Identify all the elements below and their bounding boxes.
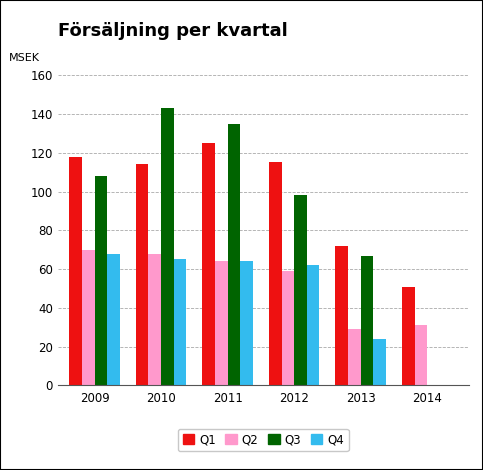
Bar	[148, 253, 161, 385]
Bar	[335, 246, 348, 385]
Bar	[215, 261, 227, 385]
Bar	[136, 164, 148, 385]
Bar	[373, 339, 386, 385]
Bar	[69, 157, 82, 385]
Bar	[282, 271, 294, 385]
Bar	[414, 325, 427, 385]
Bar	[269, 163, 282, 385]
Bar	[161, 108, 174, 385]
Bar	[240, 261, 253, 385]
Bar	[307, 265, 319, 385]
Bar	[174, 259, 186, 385]
Bar	[82, 250, 95, 385]
Bar	[107, 253, 120, 385]
Bar	[361, 256, 373, 385]
Text: Försäljning per kvartal: Försäljning per kvartal	[58, 22, 288, 40]
Bar	[95, 176, 107, 385]
Bar	[294, 196, 307, 385]
Bar	[227, 124, 240, 385]
Bar	[402, 287, 414, 385]
Text: MSEK: MSEK	[9, 53, 40, 63]
Bar	[202, 143, 215, 385]
Legend: Q1, Q2, Q3, Q4: Q1, Q2, Q3, Q4	[178, 429, 349, 451]
Bar	[348, 329, 361, 385]
